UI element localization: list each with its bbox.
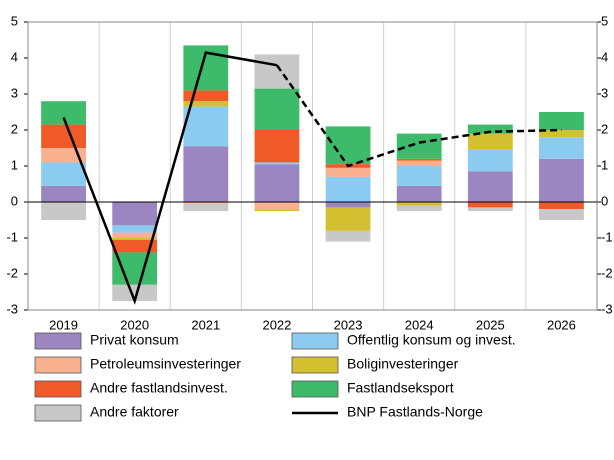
- legend-swatch: [34, 332, 82, 350]
- bar-segment: [112, 225, 158, 233]
- bar-segment: [396, 133, 442, 159]
- legend-label: Offentlig konsum og invest.: [347, 332, 516, 348]
- bar-segment: [325, 167, 371, 177]
- y2-tick-label: 2: [601, 121, 608, 136]
- bar-segment: [539, 209, 584, 220]
- bar-segment: [183, 90, 229, 102]
- bar-segment: [112, 238, 158, 240]
- bar-segment: [396, 166, 442, 186]
- bar-segment: [254, 162, 300, 165]
- bar-segment: [41, 124, 86, 148]
- bar-segment: [467, 171, 513, 202]
- x-tick-label: 2026: [547, 317, 576, 332]
- bar-segment: [112, 232, 158, 238]
- legend-swatch: [34, 356, 82, 374]
- y2-tick-label: 1: [601, 157, 608, 172]
- bar-segment: [254, 202, 300, 210]
- bar-segment: [396, 202, 442, 206]
- bar-segment: [467, 133, 513, 150]
- y2-tick-label: -2: [601, 265, 613, 280]
- bar-segment: [183, 101, 229, 107]
- bar-segment: [467, 207, 513, 211]
- legend-swatch: [291, 380, 339, 398]
- x-tick-label: 2019: [49, 317, 78, 332]
- x-tick-label: 2024: [405, 317, 434, 332]
- y-tick-label: -1: [6, 229, 18, 244]
- y-tick-label: 3: [11, 85, 18, 100]
- bar-segment: [254, 88, 300, 130]
- bar-segment: [112, 252, 158, 285]
- plot-frame: [27, 21, 598, 311]
- bar-segment: [112, 284, 158, 301]
- bar-segment: [183, 202, 229, 204]
- legend-swatch: [34, 404, 82, 422]
- x-tick-label: 2023: [334, 317, 363, 332]
- bar-segment: [41, 185, 86, 202]
- bar-segment: [396, 205, 442, 211]
- x-tick-label: 2020: [120, 317, 149, 332]
- legend-swatch: [291, 332, 339, 350]
- bar-segment: [254, 130, 300, 163]
- bar-segment: [396, 158, 442, 161]
- bar-segment: [325, 202, 371, 208]
- y-tick-label: 4: [11, 49, 18, 64]
- y2-tick-label: -1: [601, 229, 613, 244]
- y2-tick-label: 3: [601, 85, 608, 100]
- legend-label: Petroleumsinvesteringer: [90, 356, 241, 372]
- bar-segment: [325, 207, 371, 231]
- legend-swatch: [291, 356, 339, 374]
- bar-segment: [467, 202, 513, 208]
- line-series: [275, 64, 562, 168]
- bar-segment: [539, 158, 584, 202]
- y2-tick-label: -3: [601, 301, 613, 316]
- bar-segment: [539, 202, 584, 210]
- bar-segment: [396, 160, 442, 166]
- bar-segment: [41, 162, 86, 186]
- bar-segment: [112, 239, 158, 253]
- legend-label: Andre faktorer: [90, 404, 179, 420]
- bar-segment: [325, 176, 371, 202]
- y-tick-label: -2: [6, 265, 18, 280]
- legend-label: Privat konsum: [90, 332, 179, 348]
- y-tick-label: 5: [11, 13, 18, 28]
- bar-segment: [396, 185, 442, 202]
- bar-segment: [539, 130, 584, 138]
- y-tick-label: 2: [11, 121, 18, 136]
- x-tick-label: 2025: [476, 317, 505, 332]
- x-tick-label: 2022: [262, 317, 291, 332]
- bar-segment: [539, 137, 584, 159]
- bar-segment: [41, 202, 86, 220]
- y2-tick-label: 0: [601, 193, 608, 208]
- bar-segment: [41, 148, 86, 163]
- bar-segment: [41, 101, 86, 125]
- bar-segment: [254, 164, 300, 202]
- legend-label: BNP Fastlands-Norge: [347, 404, 483, 420]
- legend-label: Andre fastlandsinvest.: [90, 380, 228, 396]
- x-tick-label: 2021: [191, 317, 220, 332]
- bar-segment: [254, 54, 300, 89]
- y-tick-label: -3: [6, 301, 18, 316]
- legend-label: Boliginvesteringer: [347, 356, 459, 372]
- bar-segment: [325, 126, 371, 165]
- y2-tick-label: 5: [601, 13, 608, 28]
- bar-segment: [467, 149, 513, 172]
- bar-segment: [183, 146, 229, 202]
- bar-segment: [325, 230, 371, 242]
- bar-segment: [183, 106, 229, 147]
- legend-swatch: [34, 380, 82, 398]
- bar-segment: [539, 112, 584, 130]
- bar-segment: [112, 202, 158, 226]
- bar-segment: [183, 203, 229, 211]
- y-tick-label: 1: [11, 157, 18, 172]
- bar-segment: [467, 124, 513, 134]
- line-series: [62, 51, 278, 305]
- y2-tick-label: 4: [601, 49, 608, 64]
- bar-segment: [254, 209, 300, 211]
- y-tick-label: 0: [11, 193, 18, 208]
- legend-label: Fastlandseksport: [347, 380, 454, 396]
